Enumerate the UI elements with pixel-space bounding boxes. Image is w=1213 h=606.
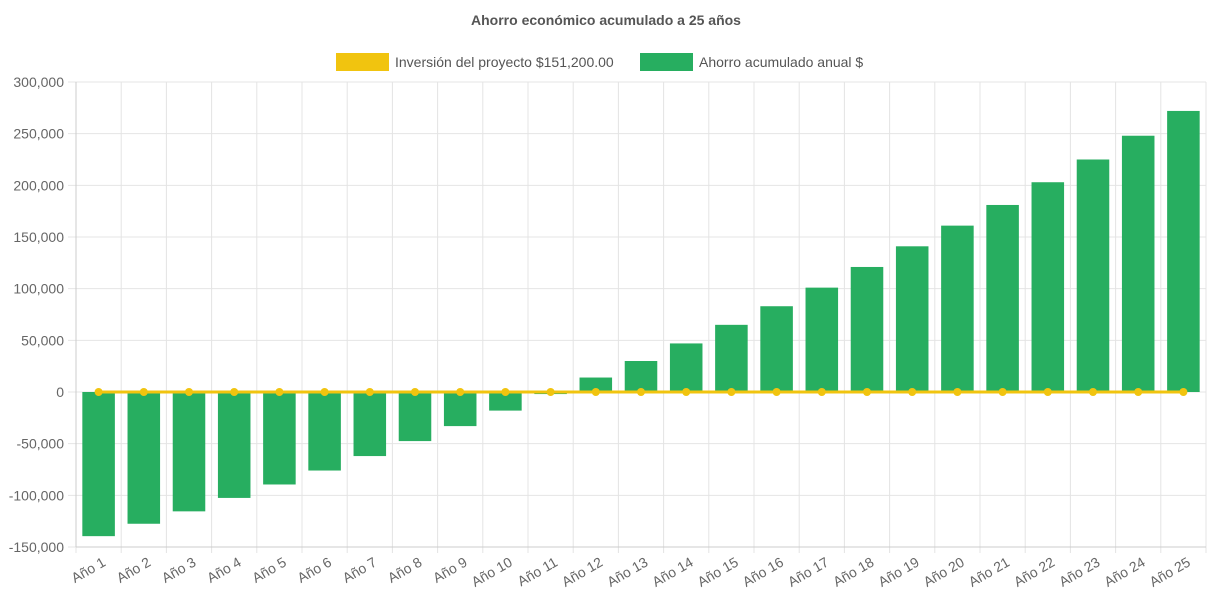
grid-lines bbox=[68, 81, 1207, 553]
investment-point[interactable] bbox=[501, 388, 510, 396]
investment-point[interactable] bbox=[953, 388, 962, 396]
investment-point[interactable] bbox=[275, 388, 284, 396]
x-tick-label: Año 16 bbox=[740, 554, 787, 590]
x-tick-label: Año 11 bbox=[515, 554, 561, 590]
line-series bbox=[94, 388, 1188, 396]
y-tick-label: 300,000 bbox=[13, 74, 64, 90]
x-tick-label: Año 19 bbox=[875, 554, 922, 590]
x-axis: Año 1 Año 2 Año 3 Año 4 Año 5 Año 6 Año 7 Año 8… bbox=[68, 546, 1206, 590]
y-tick-label: 100,000 bbox=[13, 281, 64, 297]
investment-point[interactable] bbox=[139, 388, 148, 396]
bar-año-7[interactable] bbox=[353, 392, 387, 457]
y-tick-label: -50,000 bbox=[17, 436, 65, 452]
x-tick-label: Año 5 bbox=[249, 554, 289, 586]
investment-point[interactable] bbox=[185, 388, 193, 396]
bar-año-8[interactable] bbox=[398, 392, 432, 442]
x-tick-label: Año 23 bbox=[1056, 554, 1103, 590]
y-tick-label: 200,000 bbox=[13, 177, 64, 193]
y-tick-label: 250,000 bbox=[13, 126, 64, 142]
investment-point[interactable] bbox=[456, 388, 465, 396]
investment-point[interactable] bbox=[772, 388, 781, 396]
investment-point[interactable] bbox=[365, 388, 374, 396]
x-tick-label: Año 9 bbox=[430, 554, 470, 586]
x-tick-label: Año 20 bbox=[920, 554, 967, 590]
investment-point[interactable] bbox=[727, 388, 736, 396]
x-tick-label: Año 14 bbox=[649, 554, 696, 590]
x-tick-label: Año 8 bbox=[385, 554, 425, 586]
legend-swatch-investment[interactable] bbox=[336, 53, 389, 71]
bar-año-1[interactable] bbox=[82, 392, 115, 537]
investment-point[interactable] bbox=[863, 388, 871, 396]
investment-point[interactable] bbox=[230, 388, 239, 396]
investment-point[interactable] bbox=[1179, 388, 1188, 396]
investment-point[interactable] bbox=[1134, 388, 1143, 396]
investment-point[interactable] bbox=[411, 388, 419, 396]
chart-title: Ahorro económico acumulado a 25 años bbox=[471, 12, 741, 28]
bar-año-17[interactable] bbox=[805, 287, 839, 392]
bar-año-24[interactable] bbox=[1121, 135, 1155, 392]
investment-point[interactable] bbox=[94, 388, 103, 396]
investment-point[interactable] bbox=[998, 388, 1007, 396]
investment-point[interactable] bbox=[546, 388, 555, 396]
bar-año-3[interactable] bbox=[172, 392, 206, 512]
bar-año-10[interactable] bbox=[489, 392, 522, 411]
bar-año-4[interactable] bbox=[217, 392, 251, 498]
x-tick-label: Año 24 bbox=[1101, 554, 1148, 590]
bar-año-9[interactable] bbox=[443, 392, 477, 427]
investment-point[interactable] bbox=[1089, 388, 1097, 396]
bar-año-6[interactable] bbox=[308, 392, 341, 471]
y-tick-label: -100,000 bbox=[9, 487, 64, 503]
legend: Inversión del proyecto $151,200.00 Ahorr… bbox=[336, 53, 863, 71]
x-tick-label: Año 2 bbox=[114, 554, 154, 586]
bar-año-25[interactable] bbox=[1167, 110, 1200, 392]
y-tick-label: -150,000 bbox=[9, 539, 64, 555]
bar-año-15[interactable] bbox=[715, 324, 748, 392]
bar-año-22[interactable] bbox=[1031, 182, 1065, 392]
bar-año-19[interactable] bbox=[895, 246, 929, 392]
bar-series bbox=[82, 110, 1200, 537]
x-tick-label: Año 22 bbox=[1011, 554, 1058, 590]
y-tick-label: 50,000 bbox=[21, 332, 64, 348]
x-tick-label: Año 3 bbox=[159, 554, 199, 586]
y-tick-label: 150,000 bbox=[13, 229, 64, 245]
investment-point[interactable] bbox=[1043, 388, 1052, 396]
investment-point[interactable] bbox=[637, 388, 645, 396]
bar-año-20[interactable] bbox=[941, 225, 974, 392]
bar-año-5[interactable] bbox=[263, 392, 296, 485]
bar-año-2[interactable] bbox=[127, 392, 161, 524]
x-tick-label: Año 21 bbox=[966, 554, 1013, 590]
investment-point[interactable] bbox=[320, 388, 329, 396]
bar-año-21[interactable] bbox=[986, 204, 1019, 392]
x-tick-label: Año 4 bbox=[204, 554, 244, 586]
x-tick-label: Año 25 bbox=[1146, 554, 1193, 590]
bar-año-16[interactable] bbox=[760, 306, 793, 392]
investment-point[interactable] bbox=[908, 388, 917, 396]
bar-año-12[interactable] bbox=[579, 377, 613, 392]
legend-label-investment[interactable]: Inversión del proyecto $151,200.00 bbox=[395, 54, 614, 70]
bar-año-18[interactable] bbox=[850, 266, 884, 392]
x-tick-label: Año 12 bbox=[559, 554, 606, 590]
investment-point[interactable] bbox=[682, 388, 691, 396]
legend-swatch-savings[interactable] bbox=[640, 53, 693, 71]
x-tick-label: Año 10 bbox=[468, 554, 515, 590]
x-tick-label: Año 15 bbox=[694, 554, 741, 590]
bar-año-13[interactable] bbox=[624, 361, 658, 392]
investment-point[interactable] bbox=[591, 388, 600, 396]
legend-label-savings[interactable]: Ahorro acumulado anual $ bbox=[699, 54, 863, 70]
bar-año-14[interactable] bbox=[669, 343, 703, 392]
x-tick-label: Año 1 bbox=[68, 554, 108, 586]
x-tick-label: Año 13 bbox=[604, 554, 651, 590]
bar-año-23[interactable] bbox=[1076, 159, 1110, 393]
y-tick-label: 0 bbox=[56, 384, 64, 400]
y-axis: 300,000 250,000 200,000 150,000 100,000 50,00… bbox=[9, 74, 77, 555]
x-tick-label: Año 7 bbox=[340, 554, 380, 586]
x-tick-label: Año 17 bbox=[785, 554, 832, 590]
x-tick-label: Año 6 bbox=[294, 554, 334, 586]
x-tick-label: Año 18 bbox=[830, 554, 877, 590]
investment-point[interactable] bbox=[817, 388, 826, 396]
